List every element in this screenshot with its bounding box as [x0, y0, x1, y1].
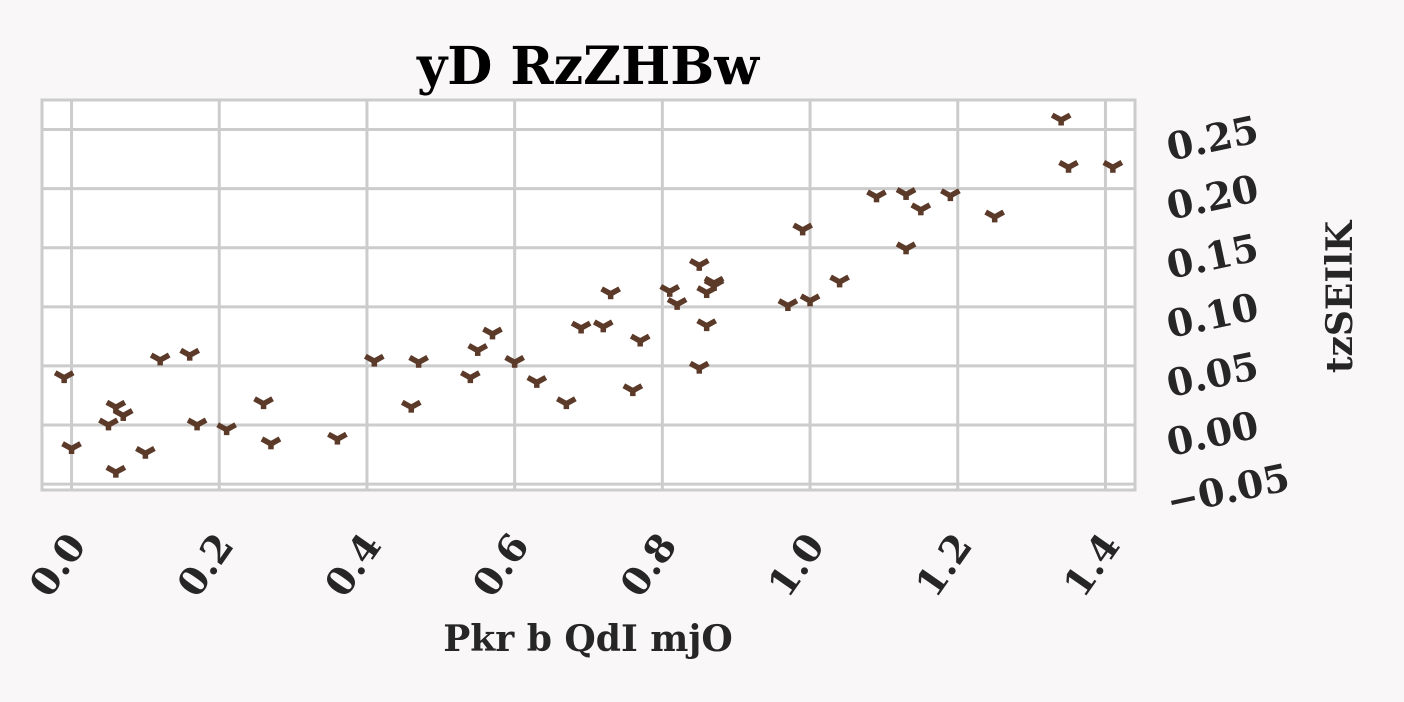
data-point [98, 417, 119, 431]
data-point [179, 347, 201, 361]
data-point [895, 187, 917, 200]
data-point [688, 258, 710, 271]
data-point [984, 209, 1006, 223]
data-point [467, 343, 489, 356]
data-point [666, 297, 688, 310]
data-point [688, 360, 710, 374]
data-point [408, 355, 429, 368]
data-point [149, 352, 171, 366]
data-point [777, 298, 799, 312]
data-point [364, 353, 385, 367]
grid [40, 98, 1137, 492]
data-points [53, 112, 1124, 478]
data-point [556, 396, 577, 410]
data-point [696, 318, 717, 332]
data-point [105, 464, 127, 478]
data-point [866, 189, 887, 203]
data-point [940, 188, 961, 202]
data-point [622, 383, 644, 397]
data-point [792, 222, 813, 236]
data-point [799, 293, 821, 307]
data-point [504, 355, 525, 368]
data-point [260, 436, 282, 450]
data-point [186, 417, 208, 431]
data-point [910, 202, 932, 216]
data-point [526, 375, 548, 388]
data-point [216, 422, 237, 436]
data-point [1050, 112, 1072, 126]
x-axis-label: Pkr b QdI mjO [443, 618, 733, 660]
data-point [1058, 160, 1079, 173]
chart-title: yD RzZHBw [416, 36, 760, 97]
data-point [895, 241, 917, 255]
data-point [253, 396, 274, 410]
data-point [600, 286, 621, 300]
data-point [829, 274, 850, 288]
data-point [327, 431, 348, 445]
data-point [61, 441, 82, 455]
plot-area [42, 100, 1135, 490]
data-point [135, 446, 156, 459]
data-point [482, 326, 503, 340]
data-point [659, 284, 681, 297]
data-point [400, 399, 422, 413]
data-point [460, 370, 481, 384]
data-point [53, 370, 75, 384]
data-point [1102, 160, 1124, 173]
y-axis-label: tzSEIlK [1319, 219, 1361, 373]
data-point [703, 278, 725, 291]
data-point [112, 408, 134, 421]
data-point [592, 319, 614, 333]
plot-frame [40, 98, 1137, 492]
data-point [570, 320, 592, 334]
data-point [629, 333, 651, 347]
